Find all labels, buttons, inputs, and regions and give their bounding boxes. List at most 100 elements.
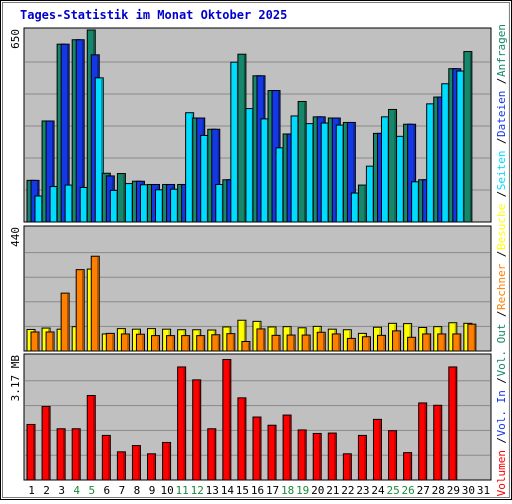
bar-face [327,432,337,481]
legend-vol-in: Vol. In [495,390,508,436]
legend-vol-out: Vol. Out [495,324,508,377]
bar-face [357,434,367,481]
bar-face [131,445,141,481]
bar-volumen-day-8 [131,445,141,481]
legend-seiten: Seiten [495,151,508,191]
x-tick-label-day-21: 21 [326,484,339,497]
x-tick-label-day-9: 9 [149,484,156,497]
legend-dateien: Dateien [495,91,508,137]
bar-rechner-day-19 [301,334,311,352]
legend-anfragen: Anfragen [495,24,508,77]
bar-face [437,333,447,352]
bar-rechner-day-30 [467,323,477,352]
x-tick-label-day-24: 24 [371,484,385,497]
y-max-label: 650 [9,29,22,49]
y-max-label: 440 [9,227,22,247]
bar-volumen-day-3 [56,428,66,481]
bar-face [41,405,51,481]
bar-face [256,328,266,352]
x-tick-label-day-16: 16 [251,484,264,497]
bar-volumen-day-27 [418,402,428,481]
bar-rechner-day-22 [346,337,356,352]
bar-face [166,335,176,352]
bar-face [196,335,206,352]
bar-volumen-day-14 [222,359,232,481]
bar-face [433,404,443,481]
bar-face [105,332,115,352]
bar-face [297,429,307,481]
bar-face [286,334,296,352]
bar-volumen-day-16 [252,416,262,481]
bar-face [241,340,251,352]
bar-rechner-day-4 [75,269,85,352]
bar-rechner-day-6 [105,332,115,352]
bar-rechner-day-25 [392,330,402,352]
bar-face [45,331,55,352]
bar-anfragen-day-25 [388,108,398,223]
x-tick-label-day-23: 23 [356,484,369,497]
bar-face [90,255,100,352]
bar-face [267,424,277,481]
x-tick-label-day-14: 14 [221,484,235,497]
bar-face [30,331,40,352]
bar-face [86,395,96,481]
bar-face [252,416,262,481]
bar-face [448,366,458,481]
bar-anfragen-day-15 [237,53,247,223]
bar-volumen-day-24 [372,418,382,481]
x-tick-label-day-1: 1 [28,484,35,497]
bar-anfragen-day-23 [357,184,367,223]
x-tick-label-day-17: 17 [266,484,279,497]
bar-rechner-day-16 [256,328,266,352]
bar-face [237,397,247,481]
bar-face [75,269,85,352]
x-tick-label-day-31: 31 [477,484,490,497]
bar-volumen-day-5 [86,395,96,481]
bar-face [207,428,217,481]
bar-volumen-day-9 [147,453,157,481]
x-tick-label-day-8: 8 [134,484,141,497]
legend-separator: / [495,78,508,85]
bar-face [312,432,322,481]
bar-face [101,434,111,481]
bar-face [211,334,221,352]
panel-hits: 650 [9,27,492,223]
x-tick-label-day-27: 27 [417,484,430,497]
bar-volumen-day-19 [297,429,307,481]
bar-rechner-day-24 [376,334,386,352]
bar-anfragen-day-30 [463,51,473,223]
legend-besuche: Besuche [495,204,508,250]
bar-rechner-day-11 [181,335,191,352]
legend-separator: / [495,311,508,318]
bar-rechner-day-3 [60,292,70,352]
bar-face [392,330,402,352]
x-tick-label-day-6: 6 [104,484,111,497]
legend-separator: / [495,437,508,444]
bar-face [271,334,281,352]
x-tick-label-day-26: 26 [402,484,415,497]
bar-rechner-day-12 [196,335,206,352]
bar-volumen-day-15 [237,397,247,481]
bar-volumen-day-4 [71,428,81,481]
x-tick-label-day-11: 11 [176,484,189,497]
bar-face [452,333,462,352]
x-tick-label-day-30: 30 [462,484,475,497]
bar-volumen-day-10 [162,441,172,481]
bar-face [282,414,292,481]
bar-volumen-day-26 [403,452,413,481]
bar-rechner-day-28 [437,333,447,352]
x-tick-label-day-10: 10 [160,484,173,497]
bar-rechner-day-2 [45,331,55,352]
bar-rechner-day-1 [30,331,40,352]
bar-volumen-day-2 [41,405,51,481]
bar-face [403,452,413,481]
bar-volumen-day-7 [116,451,126,481]
bar-rechner-day-9 [151,335,161,352]
panel-visits: 440 [9,225,492,352]
legend-separator: / [495,138,508,145]
bar-volumen-day-21 [327,432,337,481]
bar-face [301,334,311,352]
bar-face [388,430,398,481]
x-tick-label-day-29: 29 [447,484,460,497]
bar-face [316,331,326,352]
